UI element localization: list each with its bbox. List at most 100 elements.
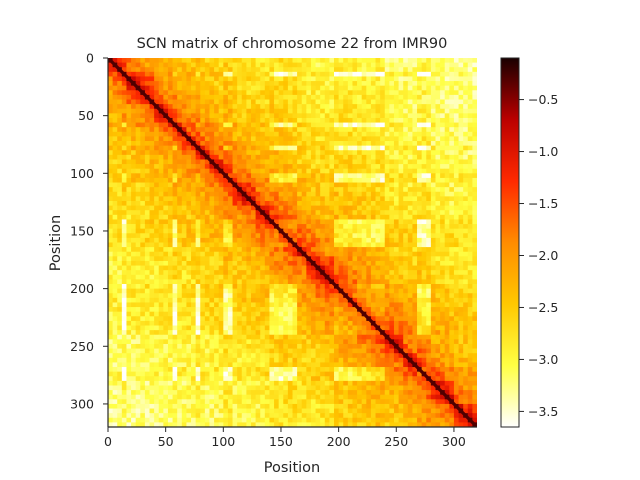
heatmap-cell	[366, 99, 372, 105]
heatmap-cell	[200, 85, 206, 91]
heatmap-cell	[214, 168, 220, 174]
heatmap-cell	[144, 117, 150, 123]
heatmap-cell	[269, 159, 275, 165]
heatmap-cell	[361, 94, 367, 100]
heatmap-cell	[398, 233, 404, 239]
heatmap-cell	[430, 205, 436, 211]
heatmap-cell	[214, 173, 220, 179]
heatmap-cell	[121, 219, 127, 225]
heatmap-cell	[154, 251, 160, 257]
heatmap-cell	[278, 81, 284, 87]
heatmap-cell	[370, 297, 376, 303]
heatmap-cell	[403, 288, 409, 294]
heatmap-cell	[250, 288, 256, 294]
heatmap-cell	[191, 200, 197, 206]
heatmap-cell	[435, 90, 441, 96]
heatmap-cell	[430, 154, 436, 160]
heatmap-cell	[278, 237, 284, 243]
heatmap-cell	[306, 81, 312, 87]
heatmap-cell	[329, 191, 335, 197]
heatmap-cell	[200, 104, 206, 110]
heatmap-cell	[223, 284, 229, 290]
heatmap-cell	[320, 293, 326, 299]
heatmap-cell	[467, 316, 473, 322]
heatmap-cell	[172, 173, 178, 179]
heatmap-cell	[435, 270, 441, 276]
heatmap-cell	[117, 141, 123, 147]
heatmap-cell	[172, 228, 178, 234]
heatmap-cell	[361, 173, 367, 179]
heatmap-cell	[384, 260, 390, 266]
heatmap-cell	[430, 136, 436, 142]
heatmap-cell	[380, 307, 386, 313]
heatmap-cell	[186, 284, 192, 290]
heatmap-cell	[430, 288, 436, 294]
heatmap-cell	[218, 288, 224, 294]
heatmap-cell	[149, 159, 155, 165]
heatmap-cell	[417, 58, 423, 64]
heatmap-cell	[426, 325, 432, 331]
heatmap-cell	[144, 242, 150, 248]
heatmap-cell	[255, 122, 261, 128]
heatmap-cell	[310, 210, 316, 216]
heatmap-cell	[320, 71, 326, 77]
heatmap-cell	[241, 62, 247, 68]
heatmap-cell	[338, 302, 344, 308]
heatmap-cell	[343, 233, 349, 239]
heatmap-cell	[158, 131, 164, 137]
heatmap-cell	[154, 219, 160, 225]
heatmap-cell	[241, 154, 247, 160]
heatmap-cell	[287, 293, 293, 299]
heatmap-cell	[444, 339, 450, 345]
heatmap-cell	[417, 237, 423, 243]
heatmap-cell	[186, 274, 192, 280]
heatmap-cell	[237, 62, 243, 68]
heatmap-cell	[467, 196, 473, 202]
heatmap-cell	[140, 141, 146, 147]
heatmap-cell	[278, 274, 284, 280]
heatmap-cell	[412, 104, 418, 110]
heatmap-cell	[315, 164, 321, 170]
heatmap-cell	[191, 71, 197, 77]
heatmap-cell	[407, 117, 413, 123]
heatmap-cell	[449, 219, 455, 225]
heatmap-cell	[209, 228, 215, 234]
heatmap-cell	[269, 242, 275, 248]
heatmap-cell	[463, 173, 469, 179]
heatmap-cell	[463, 270, 469, 276]
heatmap-cell	[444, 279, 450, 285]
heatmap-cell	[218, 339, 224, 345]
heatmap-cell	[126, 71, 132, 77]
heatmap-cell	[172, 145, 178, 151]
heatmap-cell	[320, 325, 326, 331]
heatmap-cell	[315, 108, 321, 114]
heatmap-cell	[444, 228, 450, 234]
heatmap-cell	[440, 99, 446, 105]
heatmap-cell	[315, 113, 321, 119]
heatmap-cell	[112, 242, 118, 248]
heatmap-cell	[121, 182, 127, 188]
heatmap-cell	[149, 260, 155, 266]
heatmap-cell	[117, 288, 123, 294]
heatmap-cell	[112, 279, 118, 285]
heatmap-cell	[320, 122, 326, 128]
heatmap-cell	[334, 265, 340, 271]
heatmap-cell	[140, 339, 146, 345]
heatmap-cell	[449, 81, 455, 87]
heatmap-cell	[135, 108, 141, 114]
heatmap-cell	[315, 233, 321, 239]
heatmap-cell	[214, 67, 220, 73]
heatmap-cell	[191, 122, 197, 128]
heatmap-cell	[301, 330, 307, 336]
heatmap-cell	[472, 136, 477, 142]
heatmap-cell	[108, 177, 114, 183]
heatmap-cell	[144, 81, 150, 87]
heatmap-cell	[172, 117, 178, 123]
heatmap-cell	[453, 187, 459, 193]
heatmap-cell	[283, 67, 289, 73]
heatmap-cell	[449, 117, 455, 123]
heatmap-cell	[158, 297, 164, 303]
heatmap-cell	[232, 141, 238, 147]
heatmap-cell	[186, 141, 192, 147]
heatmap-cell	[237, 256, 243, 262]
